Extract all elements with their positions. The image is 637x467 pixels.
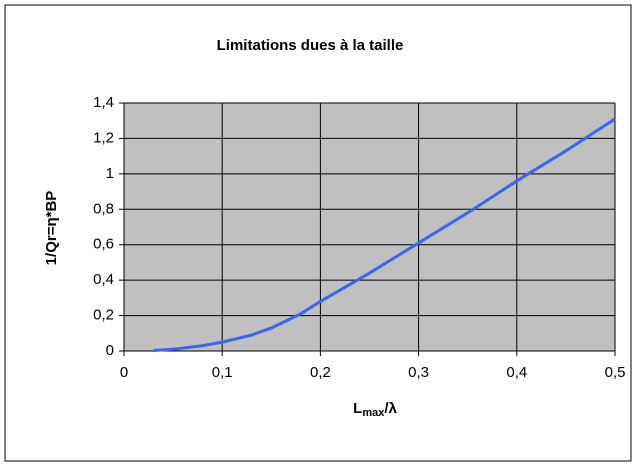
y-tick-label: 1 bbox=[106, 165, 114, 182]
x-label-sub: max bbox=[362, 407, 385, 419]
x-tick-label: 0,5 bbox=[605, 364, 626, 381]
y-tick-label: 0,8 bbox=[93, 200, 114, 217]
x-axis-label: Lmax/λ bbox=[353, 400, 397, 419]
y-tick-label: 0,6 bbox=[93, 236, 114, 253]
y-tick-label: 1,4 bbox=[93, 94, 114, 111]
chart-title: Limitations dues à la taille bbox=[217, 37, 404, 54]
plot-area bbox=[124, 103, 615, 351]
x-label-main: L bbox=[353, 400, 362, 417]
x-label-rest: /λ bbox=[384, 400, 397, 417]
y-tick-label: 0,2 bbox=[93, 307, 114, 324]
x-tick-label: 0,2 bbox=[310, 364, 331, 381]
y-tick-label: 0 bbox=[106, 342, 114, 359]
x-tick-label: 0,1 bbox=[212, 364, 233, 381]
y-axis-label: 1/Qr=η*BP bbox=[43, 191, 60, 266]
x-tick-label: 0,4 bbox=[506, 364, 527, 381]
data-line bbox=[153, 117, 616, 352]
x-tick-label: 0,3 bbox=[408, 364, 429, 381]
x-tick-label: 0 bbox=[120, 364, 128, 381]
y-tick-label: 0,4 bbox=[93, 271, 114, 288]
y-tick-label: 1,2 bbox=[93, 129, 114, 146]
